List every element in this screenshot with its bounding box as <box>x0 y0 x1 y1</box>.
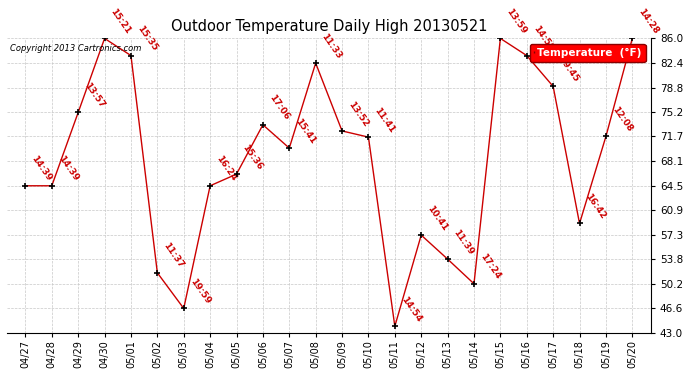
Text: 15:36: 15:36 <box>241 143 264 171</box>
Text: 14:58: 14:58 <box>531 24 555 53</box>
Text: 14:28: 14:28 <box>636 7 660 36</box>
Text: 11:37: 11:37 <box>161 242 186 270</box>
Text: 15:21: 15:21 <box>109 7 132 36</box>
Text: Copyright 2013 Cartronics.com: Copyright 2013 Cartronics.com <box>10 44 141 53</box>
Text: 13:52: 13:52 <box>346 99 370 128</box>
Text: 14:54: 14:54 <box>399 295 423 324</box>
Text: 17:06: 17:06 <box>267 93 291 122</box>
Text: 16:42: 16:42 <box>584 192 608 220</box>
Text: 11:41: 11:41 <box>373 106 397 134</box>
Text: 19:59: 19:59 <box>188 277 212 306</box>
Text: 12:08: 12:08 <box>610 105 634 134</box>
Title: Outdoor Temperature Daily High 20130521: Outdoor Temperature Daily High 20130521 <box>170 20 487 34</box>
Text: 14:39: 14:39 <box>30 154 54 183</box>
Text: 09:45: 09:45 <box>558 55 581 84</box>
Text: 14:39: 14:39 <box>56 154 80 183</box>
Text: 15:41: 15:41 <box>293 117 317 145</box>
Text: 15:35: 15:35 <box>135 24 159 53</box>
Text: 13:57: 13:57 <box>82 81 106 110</box>
Legend: Temperature  (°F): Temperature (°F) <box>530 44 646 62</box>
Text: 11:39: 11:39 <box>452 228 475 256</box>
Text: 10:41: 10:41 <box>425 204 449 232</box>
Text: 16:24: 16:24 <box>215 154 238 183</box>
Text: 13:59: 13:59 <box>504 7 529 36</box>
Text: 17:24: 17:24 <box>478 252 502 281</box>
Text: 11:33: 11:33 <box>320 32 344 60</box>
